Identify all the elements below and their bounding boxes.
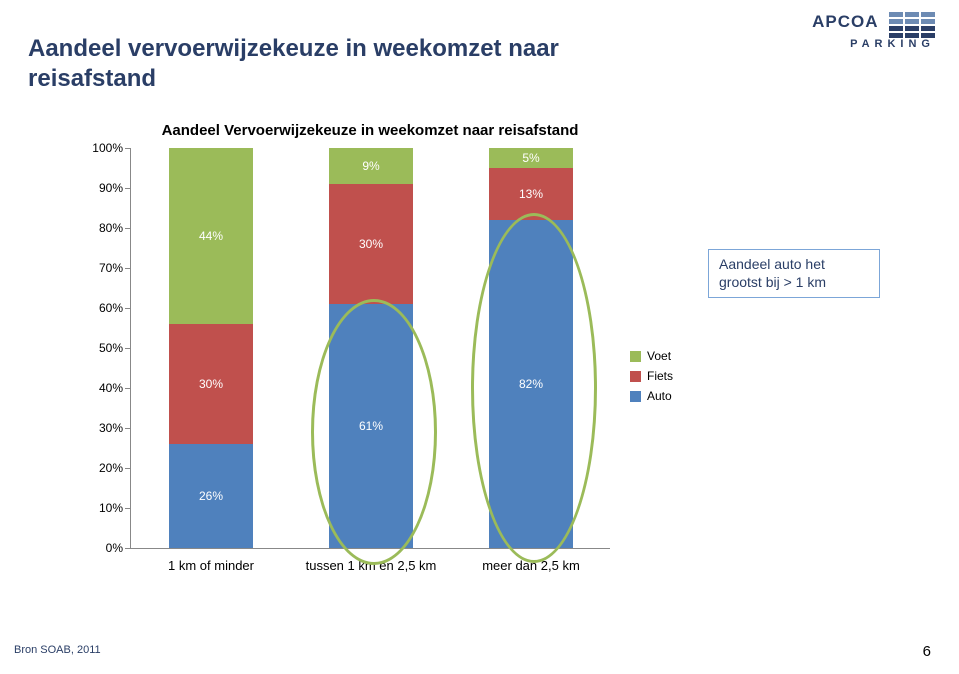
legend-item: Auto xyxy=(630,389,673,403)
x-category-label: meer dan 2,5 km xyxy=(482,558,580,573)
x-category-label: tussen 1 km en 2,5 km xyxy=(306,558,437,573)
bar-segment: 26% xyxy=(169,444,252,548)
y-tick-label: 100% xyxy=(79,141,123,155)
chart-title: Aandeel Vervoerwijzekeuze in weekomzet n… xyxy=(130,122,610,139)
bar-segment: 5% xyxy=(489,148,572,168)
y-tick-label: 70% xyxy=(79,261,123,275)
bar-segment: 82% xyxy=(489,220,572,548)
bar-segment: 13% xyxy=(489,168,572,220)
y-tick-label: 40% xyxy=(79,381,123,395)
y-tick-label: 80% xyxy=(79,221,123,235)
bar-segment: 30% xyxy=(329,184,412,304)
bar-segment-label: 5% xyxy=(522,151,539,165)
logo-word: APCOA xyxy=(812,12,878,31)
page-number: 6 xyxy=(923,643,931,660)
bar-segment-label: 13% xyxy=(519,187,543,201)
legend-swatch-icon xyxy=(630,391,641,402)
stacked-bar: 82% 13% 5% xyxy=(489,148,572,548)
y-tick-label: 60% xyxy=(79,301,123,315)
chart-figure: Aandeel Vervoerwijzekeuze in weekomzet n… xyxy=(90,122,890,549)
bar-segment-label: 44% xyxy=(199,229,223,243)
chart-plot-area: 0%10%20%30%40%50%60%70%80%90%100%26%30%4… xyxy=(130,149,610,549)
source-citation: Bron SOAB, 2011 xyxy=(14,644,101,656)
brand-logo: APCOA PARKING xyxy=(812,12,935,50)
bar-segment: 9% xyxy=(329,148,412,184)
y-tick-label: 90% xyxy=(79,181,123,195)
y-tick-label: 20% xyxy=(79,461,123,475)
bar-segment-label: 30% xyxy=(359,237,383,251)
legend-item: Fiets xyxy=(630,369,673,383)
legend-swatch-icon xyxy=(630,371,641,382)
x-category-label: 1 km of minder xyxy=(168,558,254,573)
legend-item: Voet xyxy=(630,349,673,363)
y-tick-label: 10% xyxy=(79,501,123,515)
stacked-bar: 26% 30% 44% xyxy=(169,148,252,548)
bar-segment-label: 26% xyxy=(199,489,223,503)
legend-label: Auto xyxy=(647,389,672,403)
bar-segment-label: 82% xyxy=(519,377,543,391)
chart-legend: Voet Fiets Auto xyxy=(630,349,673,409)
logo-bars-icon xyxy=(889,12,935,40)
page-title: Aandeel vervoerwijzekeuze in weekomzet n… xyxy=(28,34,628,94)
bar-segment-label: 30% xyxy=(199,377,223,391)
bar-segment-label: 9% xyxy=(362,159,379,173)
y-tick-label: 0% xyxy=(79,541,123,555)
chart-callout: Aandeel auto het grootst bij > 1 km xyxy=(708,249,880,298)
y-tick-label: 50% xyxy=(79,341,123,355)
legend-label: Fiets xyxy=(647,369,673,383)
stacked-bar: 61% 30% 9% xyxy=(329,148,412,548)
legend-swatch-icon xyxy=(630,351,641,362)
bar-segment: 44% xyxy=(169,148,252,324)
bar-segment: 30% xyxy=(169,324,252,444)
bar-segment: 61% xyxy=(329,304,412,548)
legend-label: Voet xyxy=(647,349,671,363)
bar-segment-label: 61% xyxy=(359,419,383,433)
y-tick-label: 30% xyxy=(79,421,123,435)
